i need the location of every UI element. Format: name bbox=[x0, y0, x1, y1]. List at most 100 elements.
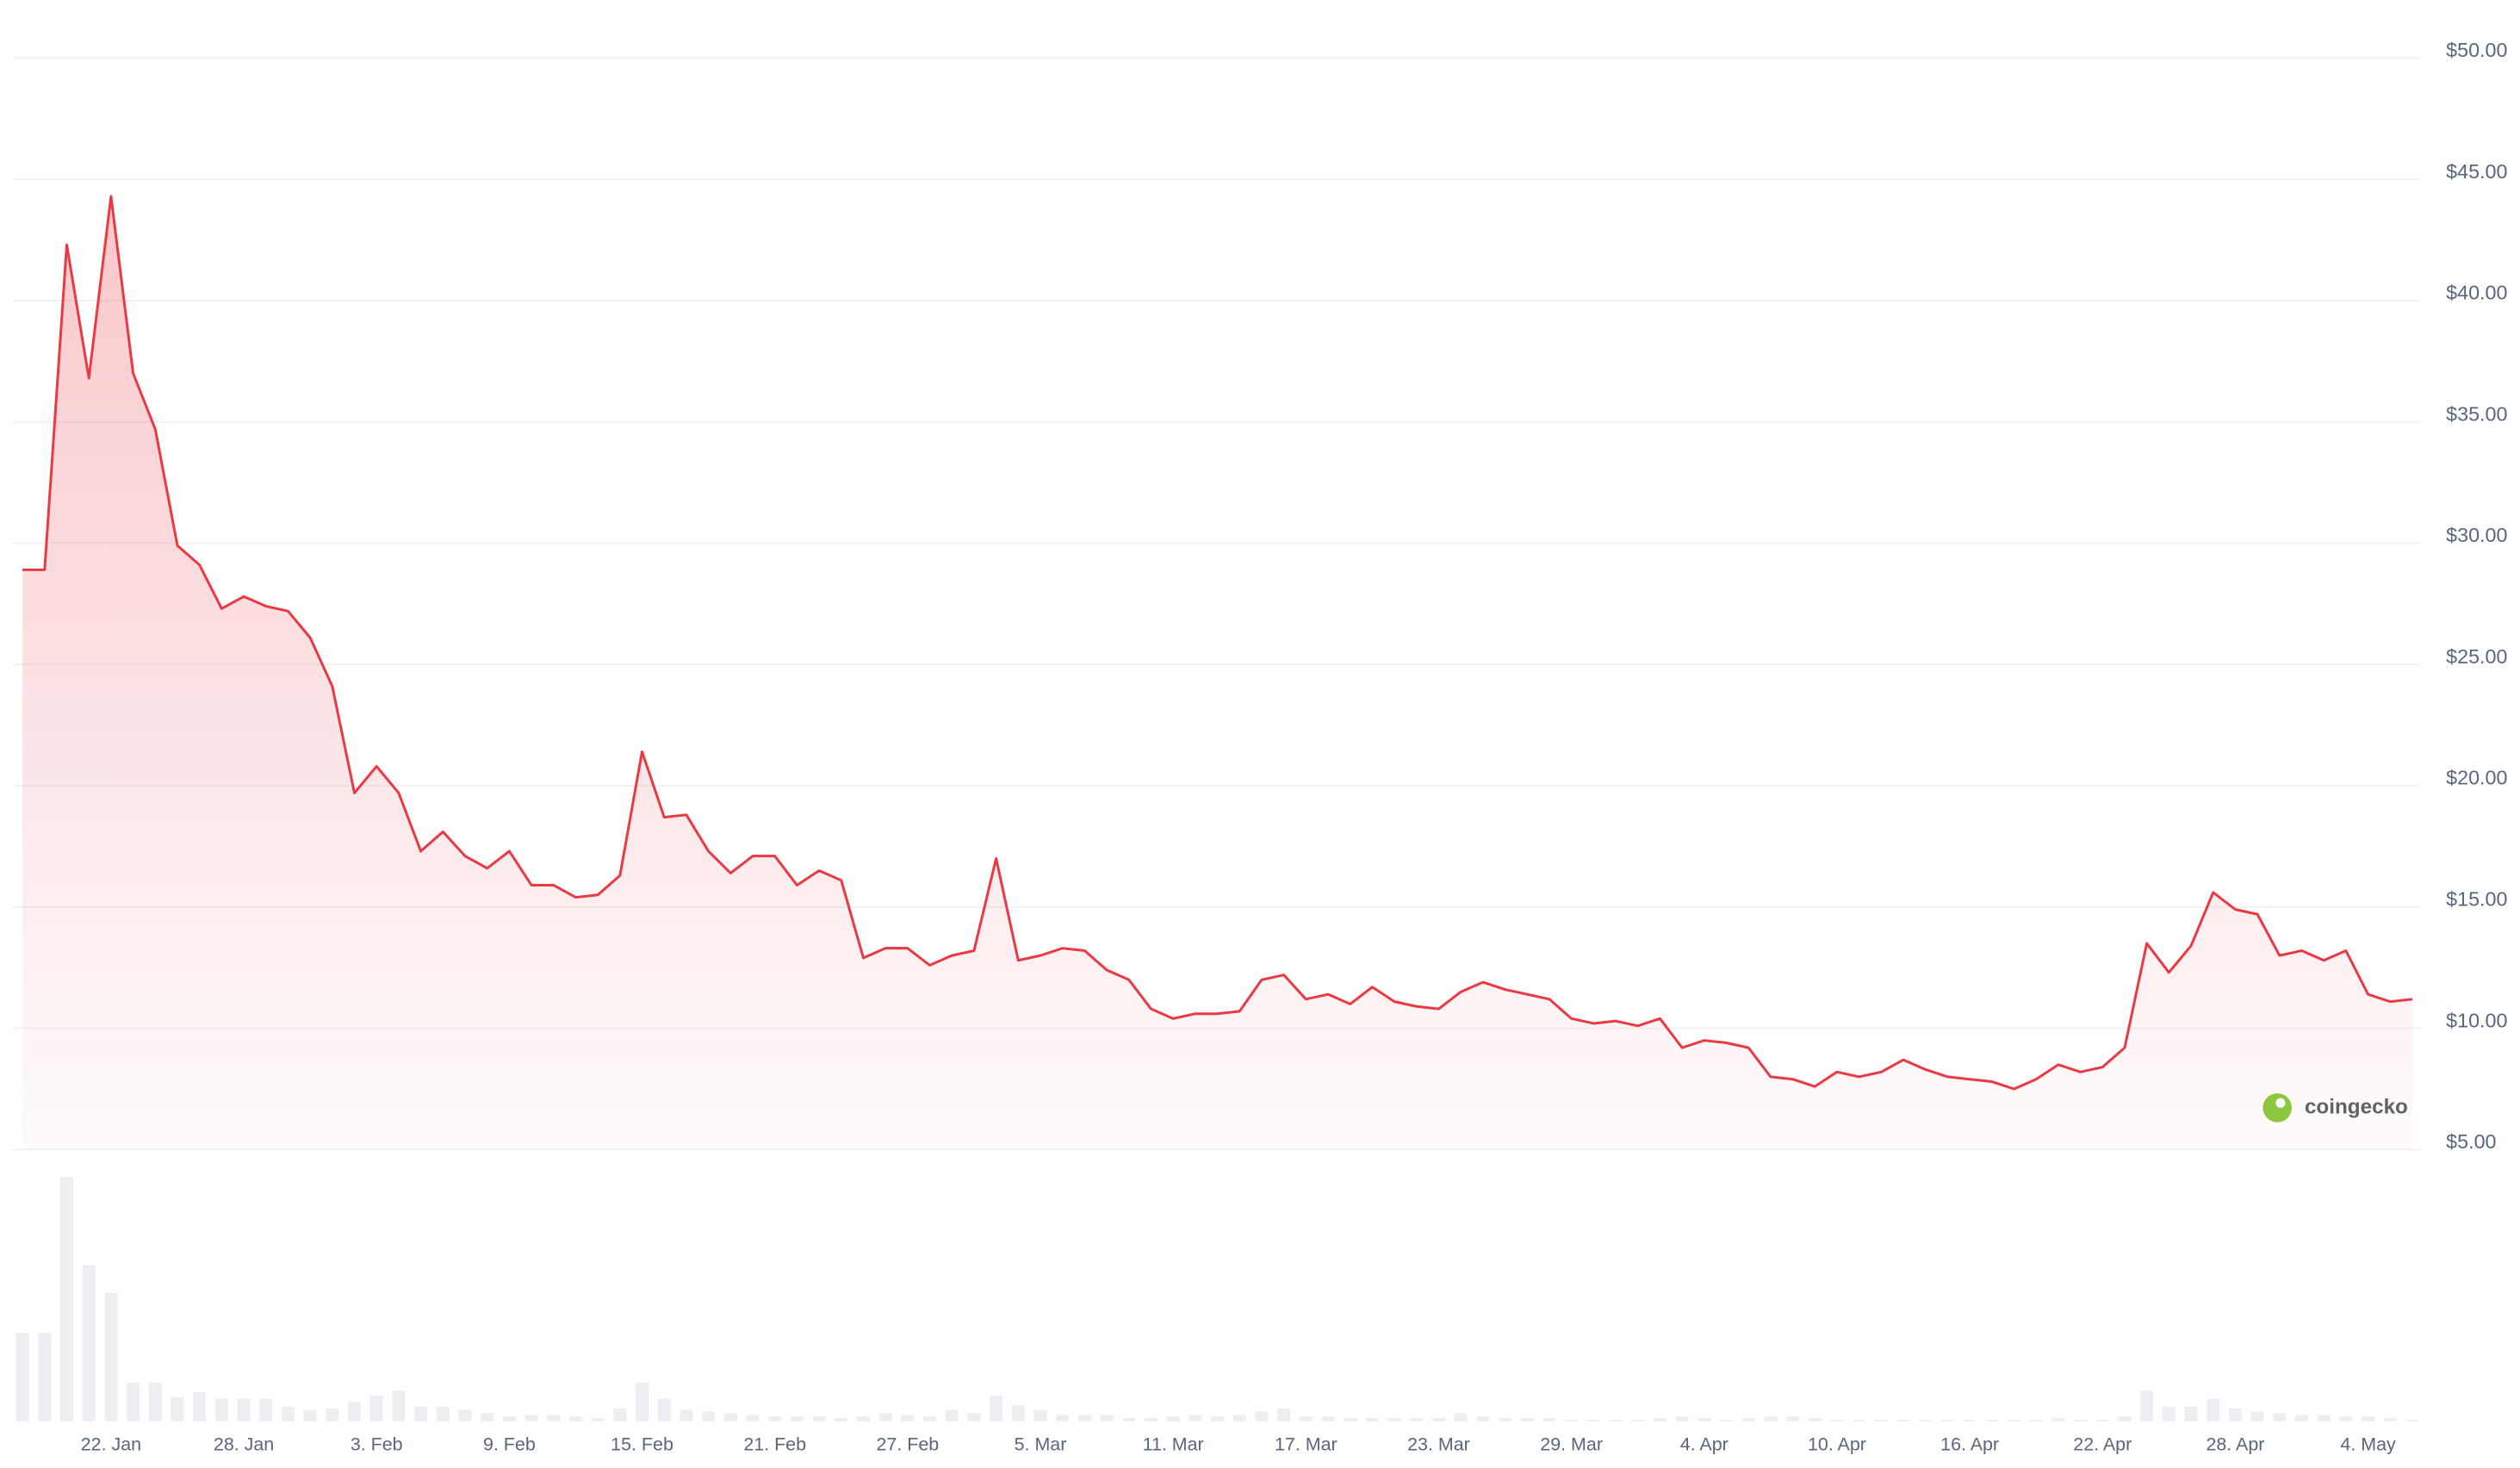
volume-bar bbox=[2095, 1419, 2109, 1421]
volume-bar bbox=[1211, 1416, 1225, 1421]
x-tick-label: 5. Mar bbox=[1015, 1434, 1067, 1454]
volume-bar bbox=[82, 1265, 96, 1421]
volume-bar bbox=[702, 1411, 716, 1421]
volume-bar bbox=[193, 1392, 207, 1421]
volume-bar bbox=[348, 1402, 361, 1421]
volume-bar bbox=[1874, 1419, 1888, 1421]
volume-bar bbox=[1741, 1418, 1755, 1421]
volume-bar bbox=[392, 1390, 406, 1421]
volume-bar bbox=[680, 1409, 693, 1421]
volume-bar bbox=[2362, 1416, 2375, 1421]
volume-bar bbox=[414, 1406, 428, 1421]
y-tick-label: $35.00 bbox=[2446, 402, 2507, 425]
volume-bar bbox=[1321, 1416, 1335, 1421]
volume-bar bbox=[1940, 1419, 1954, 1421]
volume-bar bbox=[60, 1177, 73, 1421]
x-tick-label: 11. Mar bbox=[1143, 1434, 1204, 1454]
volume-bar bbox=[1166, 1416, 1180, 1421]
volume-bar bbox=[1830, 1419, 1844, 1421]
y-tick-label: $20.00 bbox=[2446, 767, 2507, 789]
volume-bar bbox=[214, 1398, 228, 1421]
y-tick-label: $40.00 bbox=[2446, 282, 2507, 304]
volume-bar bbox=[1410, 1418, 1424, 1421]
volume-bar bbox=[1919, 1419, 1933, 1421]
x-tick-label: 21. Feb bbox=[743, 1434, 806, 1454]
volume-bar bbox=[1764, 1416, 1778, 1421]
volume-bar bbox=[1985, 1419, 1999, 1421]
x-tick-label: 22. Apr bbox=[2073, 1434, 2132, 1454]
volume-bar bbox=[1033, 1409, 1047, 1421]
x-tick-label: 15. Feb bbox=[611, 1434, 673, 1454]
volume-bar bbox=[1299, 1416, 1313, 1421]
volume-bar bbox=[1476, 1416, 1490, 1421]
volume-bar bbox=[369, 1395, 383, 1421]
y-tick-label: $25.00 bbox=[2446, 645, 2507, 668]
price-line bbox=[22, 195, 2413, 1091]
volume-bar bbox=[458, 1409, 472, 1421]
volume-bar bbox=[856, 1416, 870, 1421]
volume-bar bbox=[1808, 1418, 1822, 1421]
volume-bar bbox=[148, 1382, 162, 1421]
volume-bar bbox=[171, 1396, 184, 1421]
volume-bar bbox=[2008, 1419, 2020, 1421]
y-tick-label: $10.00 bbox=[2446, 1009, 2507, 1031]
volume-bar bbox=[1499, 1418, 1512, 1421]
x-tick-label: 28. Apr bbox=[2206, 1434, 2264, 1454]
volume-bar bbox=[1189, 1415, 1202, 1421]
volume-bar bbox=[1100, 1415, 1114, 1421]
volume-bar bbox=[2273, 1413, 2287, 1421]
volume-bar bbox=[990, 1395, 1003, 1421]
volume-bar bbox=[835, 1418, 848, 1421]
volume-bar bbox=[436, 1406, 450, 1421]
x-tick-label: 22. Jan bbox=[81, 1434, 141, 1454]
volume-bar bbox=[481, 1413, 494, 1421]
x-tick-label: 29. Mar bbox=[1540, 1434, 1603, 1454]
price-area bbox=[22, 196, 2412, 1150]
volume-bar bbox=[1432, 1418, 1445, 1421]
x-tick-label: 4. Apr bbox=[1680, 1434, 1729, 1454]
y-tick-label: $30.00 bbox=[2446, 524, 2507, 546]
volume-bar bbox=[1565, 1419, 1579, 1421]
volume-bar bbox=[1896, 1419, 1910, 1421]
volume-bar bbox=[2162, 1406, 2176, 1421]
x-tick-label: 9. Feb bbox=[483, 1434, 536, 1454]
volume-bar bbox=[723, 1413, 737, 1421]
volume-bar bbox=[1077, 1415, 1091, 1421]
volume-bar bbox=[2051, 1418, 2065, 1421]
volume-bar bbox=[1056, 1415, 1070, 1421]
volume-bar bbox=[923, 1416, 937, 1421]
volume-bar bbox=[38, 1333, 52, 1421]
volume-bar bbox=[746, 1415, 760, 1421]
volume-bar bbox=[1609, 1419, 1623, 1421]
volume-bar bbox=[790, 1416, 804, 1421]
watermark: coingecko bbox=[2262, 1093, 2408, 1123]
volume-bar bbox=[1011, 1405, 1025, 1421]
y-tick-label: $15.00 bbox=[2446, 888, 2507, 911]
logo-icon bbox=[2262, 1093, 2293, 1123]
volume-bar bbox=[1454, 1413, 1468, 1421]
volume-bar bbox=[901, 1415, 915, 1421]
x-tick-label: 10. Apr bbox=[1808, 1434, 1866, 1454]
volume-bar bbox=[1542, 1418, 1556, 1421]
volume-bar bbox=[16, 1333, 29, 1421]
x-tick-label: 28. Jan bbox=[214, 1434, 274, 1454]
volume-bar bbox=[237, 1398, 251, 1421]
volume-bar bbox=[2029, 1419, 2043, 1421]
volume-bar bbox=[2339, 1416, 2353, 1421]
x-tick-label: 3. Feb bbox=[351, 1434, 403, 1454]
volume-bar bbox=[1963, 1419, 1977, 1421]
y-tick-label: $5.00 bbox=[2446, 1130, 2496, 1153]
volume-bar bbox=[1344, 1418, 1357, 1421]
volume-bar bbox=[945, 1409, 959, 1421]
volume-bar bbox=[2184, 1406, 2198, 1421]
volume-bar bbox=[303, 1409, 317, 1421]
volume-bar bbox=[568, 1416, 582, 1421]
volume-bar bbox=[2140, 1390, 2154, 1421]
volume-bar bbox=[502, 1416, 516, 1421]
volume-bar bbox=[1786, 1416, 1800, 1421]
volume-bar bbox=[1122, 1418, 1136, 1421]
x-tick-label: 16. Apr bbox=[1940, 1434, 1999, 1454]
y-tick-label: $50.00 bbox=[2446, 39, 2507, 61]
volume-bar bbox=[104, 1292, 118, 1421]
